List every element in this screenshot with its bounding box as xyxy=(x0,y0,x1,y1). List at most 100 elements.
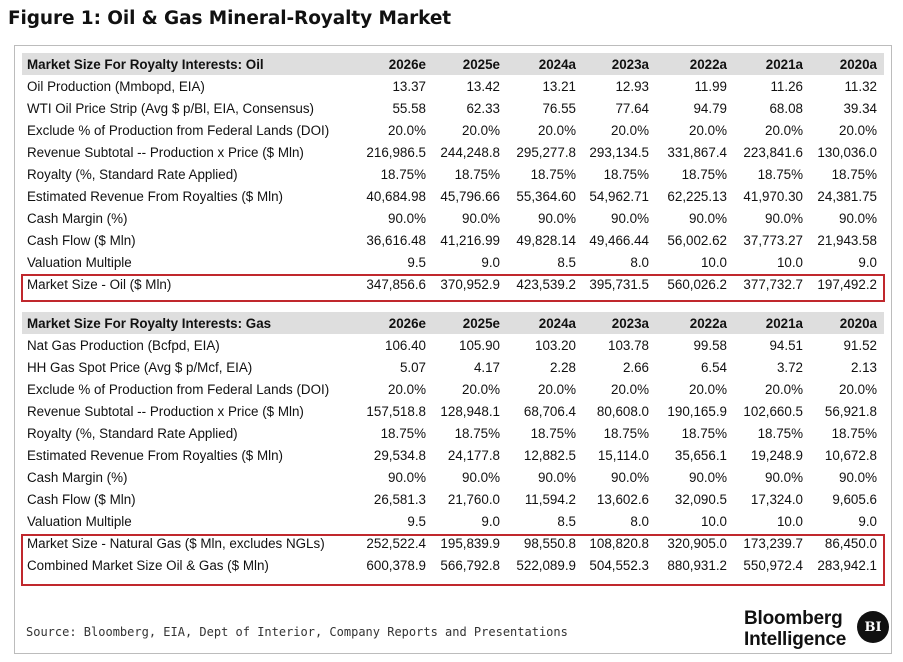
brand-line-1: Bloomberg xyxy=(744,608,843,629)
oil-year-header: 2020a xyxy=(810,53,884,75)
table-cell: 18.75% xyxy=(530,425,576,441)
table-cell: 20.0% xyxy=(388,381,426,397)
table-cell: 21,943.58 xyxy=(817,232,877,248)
figure-frame xyxy=(14,45,892,654)
table-cell: 106.40 xyxy=(385,337,426,353)
table-cell: 29,534.8 xyxy=(373,447,426,463)
table-cell: 223,841.6 xyxy=(743,144,803,160)
table-cell: 11.32 xyxy=(844,78,877,94)
table-cell: 37,773.27 xyxy=(743,232,803,248)
row-label: Exclude % of Production from Federal Lan… xyxy=(27,122,330,138)
table-cell: 18.75% xyxy=(831,166,877,182)
table-cell: 395,731.5 xyxy=(589,276,649,292)
table-cell: 522,089.9 xyxy=(516,557,576,573)
row-label: Market Size - Natural Gas ($ Mln, exclud… xyxy=(27,535,325,551)
table-cell: 9.0 xyxy=(481,513,500,529)
oil-year-header: 2023a xyxy=(583,53,656,75)
bloomberg-intelligence-logo: Bloomberg Intelligence xyxy=(744,608,846,650)
row-label: Combined Market Size Oil & Gas ($ Mln) xyxy=(27,557,269,573)
table-cell: 91.52 xyxy=(843,337,877,353)
table-cell: 10,672.8 xyxy=(824,447,877,463)
table-cell: 550,972.4 xyxy=(743,557,803,573)
table-row: Cash Margin (%) 90.0% 90.0% 90.0% 90.0% 90.0%… xyxy=(22,207,884,229)
row-label: Valuation Multiple xyxy=(27,254,132,270)
table-cell: 90.0% xyxy=(689,210,727,226)
table-cell: 20.0% xyxy=(611,381,649,397)
table-cell: 11.99 xyxy=(694,78,727,94)
table-cell: 252,522.4 xyxy=(366,535,426,551)
gas-year-header: 2022a xyxy=(656,312,734,334)
table-cell: 105.90 xyxy=(459,337,500,353)
row-label: WTI Oil Price Strip (Avg $ p/Bl, EIA, Co… xyxy=(27,100,314,116)
table-row: Revenue Subtotal -- Production x Price (… xyxy=(22,400,884,422)
bi-badge-icon: BI xyxy=(857,611,889,643)
table-cell: 18.75% xyxy=(454,425,500,441)
table-cell: 197,492.2 xyxy=(817,276,877,292)
table-cell: 18.75% xyxy=(603,425,649,441)
table-cell: 39.34 xyxy=(843,100,877,116)
table-cell: 98,550.8 xyxy=(523,535,576,551)
gas-year-header: 2024a xyxy=(507,312,583,334)
table-cell: 320,905.0 xyxy=(667,535,727,551)
table-row: Oil Production (Mmbopd, EIA) 13.37 13.42 13… xyxy=(22,75,884,97)
row-label: Oil Production (Mmbopd, EIA) xyxy=(27,78,205,94)
table-cell: 26,581.3 xyxy=(373,491,426,507)
oil-year-header: 2025e xyxy=(433,53,507,75)
table-cell: 331,867.4 xyxy=(667,144,727,160)
table-cell: 9.0 xyxy=(858,513,877,529)
table-cell: 10.0 xyxy=(700,513,727,529)
gas-header-row: Market Size For Royalty Interests: Gas 2… xyxy=(22,312,884,334)
table-cell: 8.5 xyxy=(557,513,576,529)
table-cell: 94.51 xyxy=(769,337,803,353)
table-row: Valuation Multiple 9.5 9.0 8.5 8.0 10.0 10.0 9.… xyxy=(22,510,884,532)
table-cell: 20.0% xyxy=(462,122,500,138)
table-cell: 20.0% xyxy=(765,122,803,138)
table-cell: 377,732.7 xyxy=(743,276,803,292)
table-cell: 244,248.8 xyxy=(440,144,500,160)
source-note: Source: Bloomberg, EIA, Dept of Interior… xyxy=(26,625,568,639)
table-row: Cash Flow ($ Mln) 26,581.3 21,760.0 11,594.… xyxy=(22,488,884,510)
row-label: Valuation Multiple xyxy=(27,513,132,529)
table-row: Estimated Revenue From Royalties ($ Mln)… xyxy=(22,444,884,466)
table-cell: 86,450.0 xyxy=(824,535,877,551)
gas-header-label: Market Size For Royalty Interests: Gas xyxy=(22,312,358,334)
table-row: Exclude % of Production from Federal Lan… xyxy=(22,119,884,141)
row-label: Cash Flow ($ Mln) xyxy=(27,232,136,248)
table-cell: 90.0% xyxy=(388,210,426,226)
table-cell: 8.5 xyxy=(557,254,576,270)
table-cell: 11,594.2 xyxy=(524,491,576,507)
table-cell: 20.0% xyxy=(689,381,727,397)
table-cell: 18.75% xyxy=(380,166,426,182)
table-cell: 41,216.99 xyxy=(440,232,500,248)
table-cell: 216,986.5 xyxy=(366,144,426,160)
row-label: Royalty (%, Standard Rate Applied) xyxy=(27,425,238,441)
table-cell: 13.42 xyxy=(466,78,500,94)
row-label: Royalty (%, Standard Rate Applied) xyxy=(27,166,238,182)
table-row: Estimated Revenue From Royalties ($ Mln)… xyxy=(22,185,884,207)
table-cell: 17,324.0 xyxy=(750,491,803,507)
table-cell: 9.0 xyxy=(858,254,877,270)
table-cell: 10.0 xyxy=(700,254,727,270)
table-cell: 55,364.60 xyxy=(516,188,576,204)
table-cell: 62.33 xyxy=(466,100,500,116)
table-cell: 13.37 xyxy=(392,78,426,94)
table-cell: 4.17 xyxy=(473,359,500,375)
oil-year-header: 2021a xyxy=(734,53,810,75)
row-label: Revenue Subtotal -- Production x Price (… xyxy=(27,403,304,419)
row-label: Estimated Revenue From Royalties ($ Mln) xyxy=(27,447,283,463)
table-cell: 24,177.8 xyxy=(447,447,500,463)
table-cell: 90.0% xyxy=(538,469,576,485)
table-cell: 190,165.9 xyxy=(667,403,727,419)
table-cell: 18.75% xyxy=(380,425,426,441)
table-row: Combined Market Size Oil & Gas ($ Mln) 60… xyxy=(22,554,884,576)
table-cell: 3.72 xyxy=(776,359,803,375)
table-cell: 62,225.13 xyxy=(667,188,727,204)
table-cell: 21,760.0 xyxy=(447,491,500,507)
table-cell: 5.07 xyxy=(399,359,426,375)
gas-royalty-table: Market Size For Royalty Interests: Gas 2… xyxy=(22,312,884,576)
table-row: Valuation Multiple 9.5 9.0 8.5 8.0 10.0 10.0 9.… xyxy=(22,251,884,273)
table-cell: 90.0% xyxy=(462,210,500,226)
table-cell: 90.0% xyxy=(765,469,803,485)
table-cell: 41,970.30 xyxy=(743,188,803,204)
table-cell: 2.13 xyxy=(850,359,877,375)
